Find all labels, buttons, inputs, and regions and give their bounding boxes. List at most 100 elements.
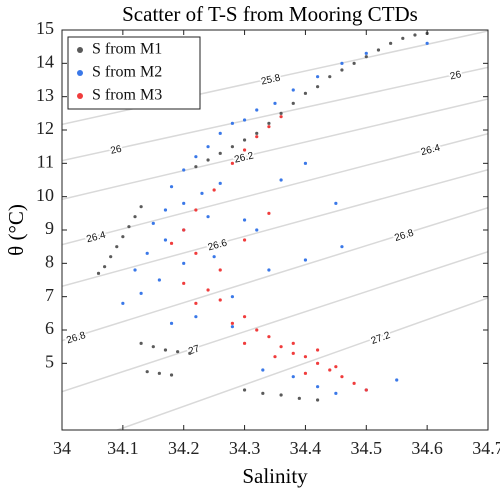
data-point [103,265,107,269]
legend-label: S from M3 [92,87,162,104]
legend-box [67,36,201,110]
data-point [194,315,198,319]
data-point [267,121,271,125]
data-point [279,345,283,349]
data-point [212,255,216,259]
data-point [376,48,381,52]
data-point [182,261,186,265]
legend-label: S from M1 [92,41,162,58]
isopycnal-line [62,168,488,288]
y-tick-label: 10 [36,185,54,205]
data-point [139,341,143,345]
data-point [303,91,308,95]
isopycnal-line [62,250,488,393]
data-point [334,391,338,395]
data-point [279,115,283,119]
legend-marker [77,70,83,76]
x-tick-label: 34.4 [290,438,322,458]
data-point [316,361,320,365]
y-tick-label: 11 [37,151,54,171]
data-point [389,41,393,45]
data-point [291,88,295,92]
data-point [395,378,399,382]
data-point [194,155,198,159]
data-point [303,355,308,359]
data-point [121,301,125,305]
data-point [182,281,186,285]
data-point [340,375,344,379]
isopycnal-line [62,132,488,246]
y-tick-label: 8 [45,251,54,271]
data-point [163,348,168,352]
data-point [364,51,368,55]
data-point [255,328,259,332]
data-point [139,205,143,209]
data-point [242,148,247,152]
data-point [176,350,180,354]
data-point [169,321,174,325]
y-tick-label: 12 [36,118,54,138]
data-point [291,101,295,105]
data-point [139,291,143,295]
data-point [291,375,295,379]
data-point [328,75,332,79]
data-point [242,315,247,319]
data-point [182,168,186,172]
data-point [230,121,234,125]
y-tick-label: 9 [45,218,54,238]
data-point [242,238,247,242]
data-point [316,85,320,89]
data-point [273,355,277,359]
data-point [163,208,168,212]
data-point [133,268,137,272]
data-point [151,221,155,225]
data-point [206,288,210,292]
data-point [230,321,234,325]
data-point [115,245,119,249]
y-tick-label: 15 [36,18,54,38]
data-point [121,235,125,239]
data-point [279,111,283,115]
data-point [230,325,234,329]
x-tick-label: 34.6 [411,438,443,458]
data-point [109,255,113,259]
y-tick-label: 13 [36,85,54,105]
x-tick-label: 34.5 [351,438,383,458]
y-tick-label: 5 [45,351,54,371]
data-point [316,75,320,79]
data-point [261,391,265,395]
data-point [267,211,271,215]
data-point [364,55,368,59]
data-point [255,135,259,139]
data-point [364,388,368,392]
x-tick-label: 34.7 [472,438,500,458]
data-point [169,373,174,377]
data-point [267,335,271,339]
data-point [242,138,247,142]
data-point [291,351,295,355]
data-point [279,393,283,397]
data-point [96,271,101,275]
data-point [230,161,234,165]
data-point [316,398,320,402]
isopycnal-label: 26 [449,69,463,82]
points-layer [96,31,429,402]
data-point [255,228,259,232]
y-tick-label: 7 [45,285,54,305]
y-axis-label: θ (°C) [4,204,28,256]
data-point [303,258,308,262]
data-point [182,201,186,205]
data-point [206,215,210,219]
data-point [230,145,234,149]
data-point [279,178,283,182]
y-tick-label: 6 [45,318,54,338]
data-point [182,228,186,232]
data-point [340,61,344,65]
data-point [334,201,338,205]
data-point [334,365,338,369]
data-point [218,151,222,155]
axes-layer: 34 34.1 34.2 34.3 34.4 34.5 34.6 34.7 5 6 7 8 9 10 11 1… [36,18,500,458]
data-point [194,165,198,169]
data-point [151,345,155,349]
data-point [255,131,259,135]
